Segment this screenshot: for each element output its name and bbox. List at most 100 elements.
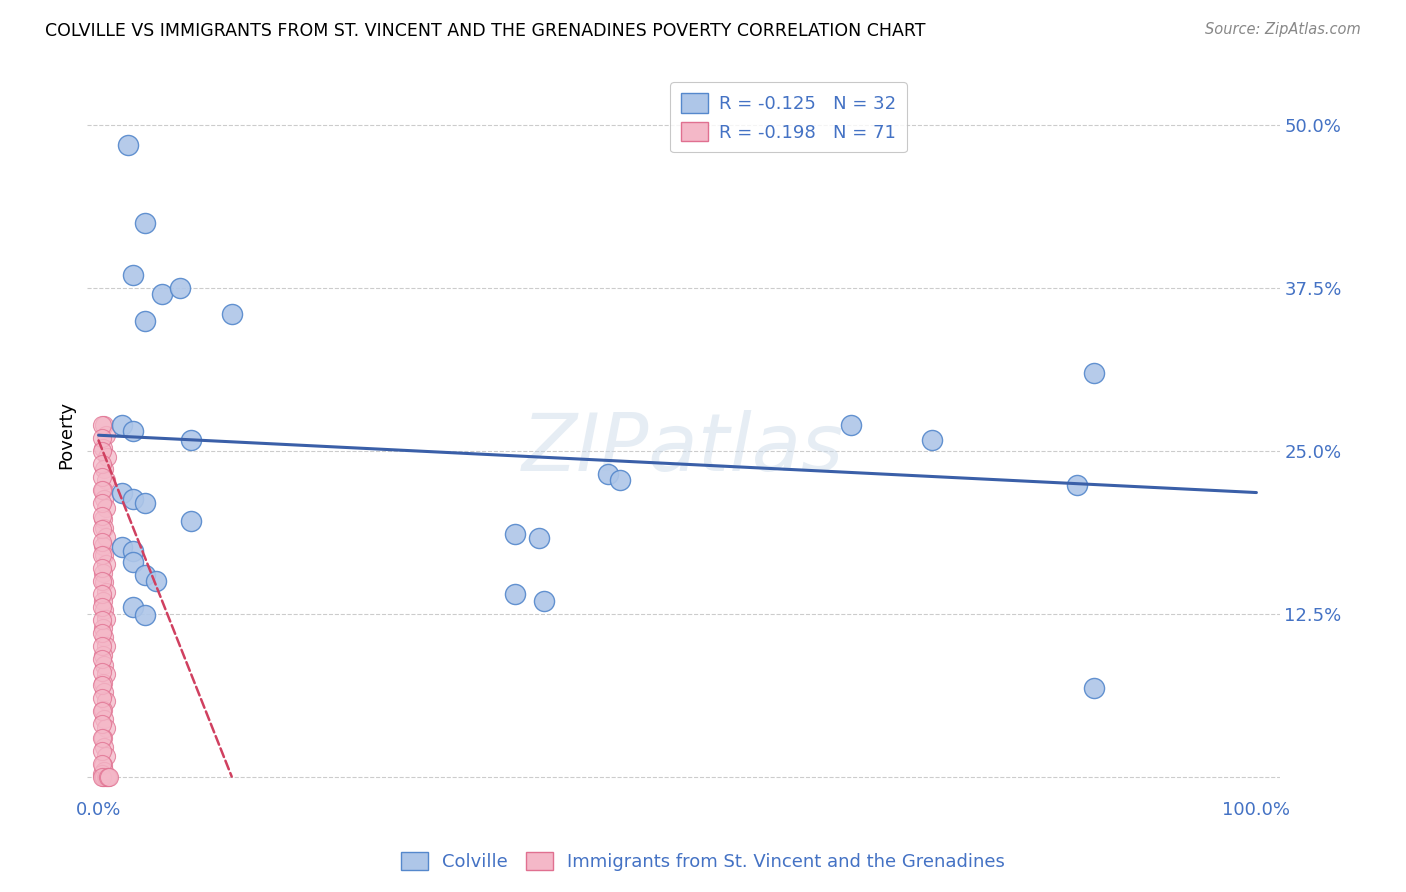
Point bbox=[505, 587, 527, 601]
Point bbox=[93, 603, 115, 617]
Point bbox=[91, 717, 114, 731]
Point bbox=[91, 470, 114, 484]
Point bbox=[94, 722, 117, 736]
Point bbox=[91, 691, 114, 706]
Point bbox=[111, 417, 134, 432]
Point bbox=[91, 600, 114, 615]
Point bbox=[91, 566, 114, 581]
Point bbox=[93, 491, 115, 506]
Point bbox=[91, 705, 114, 719]
Point bbox=[91, 731, 114, 745]
Point bbox=[609, 473, 631, 487]
Text: ZIPatlas: ZIPatlas bbox=[522, 410, 845, 488]
Legend: Colville, Immigrants from St. Vincent and the Grenadines: Colville, Immigrants from St. Vincent an… bbox=[394, 845, 1012, 879]
Point bbox=[91, 417, 114, 432]
Point bbox=[91, 522, 114, 536]
Point bbox=[93, 462, 115, 476]
Point bbox=[505, 527, 527, 541]
Point bbox=[122, 544, 145, 558]
Point bbox=[122, 425, 145, 439]
Point bbox=[596, 467, 619, 482]
Point bbox=[91, 743, 114, 757]
Point bbox=[180, 434, 202, 448]
Point bbox=[93, 764, 115, 779]
Point bbox=[145, 574, 167, 589]
Point bbox=[91, 483, 114, 497]
Point bbox=[91, 587, 114, 601]
Point bbox=[94, 584, 117, 599]
Point bbox=[134, 216, 156, 230]
Point bbox=[94, 530, 117, 544]
Point bbox=[1083, 681, 1105, 695]
Point bbox=[91, 665, 114, 680]
Point bbox=[527, 531, 550, 545]
Point bbox=[93, 712, 115, 726]
Point bbox=[96, 450, 118, 465]
Point bbox=[180, 514, 202, 528]
Point bbox=[91, 539, 114, 553]
Point bbox=[91, 621, 114, 635]
Point bbox=[91, 548, 114, 562]
Point bbox=[93, 417, 115, 432]
Point bbox=[94, 428, 117, 442]
Point bbox=[93, 770, 115, 784]
Point bbox=[94, 640, 117, 654]
Point bbox=[91, 496, 114, 510]
Point bbox=[93, 739, 115, 754]
Point bbox=[94, 558, 117, 572]
Point bbox=[93, 685, 115, 699]
Point bbox=[91, 511, 114, 525]
Text: COLVILLE VS IMMIGRANTS FROM ST. VINCENT AND THE GRENADINES POVERTY CORRELATION C: COLVILLE VS IMMIGRANTS FROM ST. VINCENT … bbox=[45, 22, 925, 40]
Point bbox=[91, 574, 114, 589]
Point bbox=[91, 652, 114, 666]
Point bbox=[533, 593, 555, 607]
Point bbox=[91, 770, 114, 784]
Point bbox=[96, 770, 118, 784]
Legend: R = -0.125   N = 32, R = -0.198   N = 71: R = -0.125 N = 32, R = -0.198 N = 71 bbox=[671, 82, 907, 153]
Point bbox=[150, 287, 173, 301]
Point bbox=[122, 268, 145, 282]
Point bbox=[91, 648, 114, 663]
Point bbox=[94, 770, 117, 784]
Point bbox=[122, 600, 145, 615]
Point bbox=[91, 483, 114, 497]
Point bbox=[94, 748, 117, 763]
Text: Source: ZipAtlas.com: Source: ZipAtlas.com bbox=[1205, 22, 1361, 37]
Point bbox=[221, 307, 243, 321]
Point bbox=[91, 757, 114, 772]
Point bbox=[1066, 477, 1088, 491]
Point bbox=[91, 593, 114, 607]
Point bbox=[91, 767, 114, 781]
Point bbox=[91, 756, 114, 771]
Point bbox=[91, 626, 114, 640]
Point bbox=[122, 555, 145, 569]
Point bbox=[91, 457, 114, 471]
Point bbox=[91, 508, 114, 523]
Point bbox=[93, 575, 115, 590]
Point bbox=[921, 434, 943, 448]
Point bbox=[94, 501, 117, 516]
Point bbox=[94, 612, 117, 626]
Point bbox=[117, 137, 139, 152]
Point bbox=[91, 535, 114, 549]
Point bbox=[839, 417, 862, 432]
Point bbox=[91, 561, 114, 575]
Point bbox=[134, 567, 156, 582]
Point bbox=[93, 630, 115, 644]
Point bbox=[91, 675, 114, 690]
Point bbox=[1083, 366, 1105, 380]
Point bbox=[169, 281, 191, 295]
Point bbox=[111, 541, 134, 555]
Point bbox=[134, 496, 156, 510]
Point bbox=[91, 443, 114, 458]
Point bbox=[97, 770, 120, 784]
Point bbox=[91, 678, 114, 692]
Point bbox=[134, 608, 156, 623]
Point bbox=[93, 657, 115, 672]
Point bbox=[91, 770, 114, 784]
Point bbox=[134, 313, 156, 327]
Y-axis label: Poverty: Poverty bbox=[58, 401, 75, 468]
Point bbox=[91, 613, 114, 627]
Point bbox=[91, 731, 114, 745]
Point bbox=[93, 548, 115, 562]
